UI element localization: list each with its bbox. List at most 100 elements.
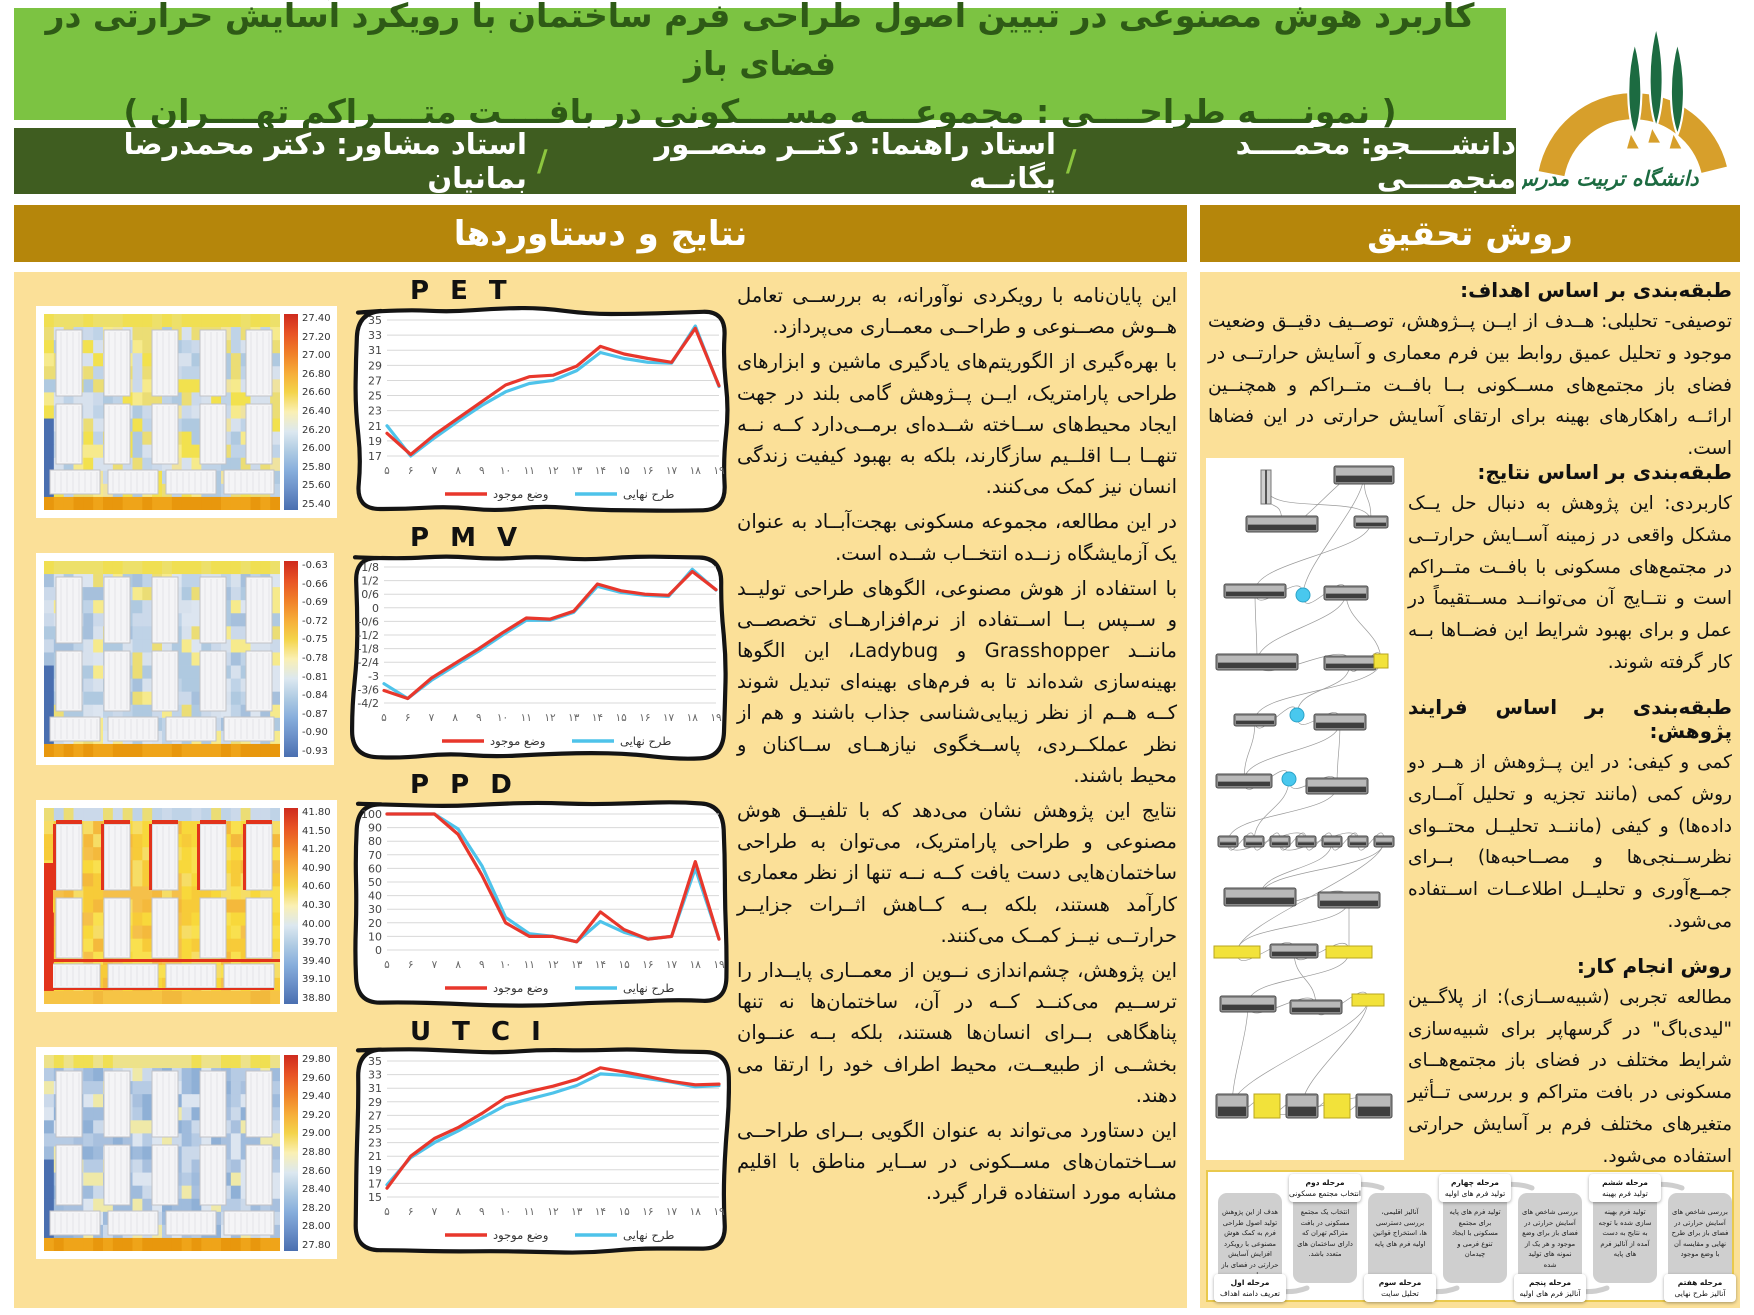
results-section-header: نتایج و دستاوردها [14, 205, 1187, 262]
svg-text:۶: ۶ [408, 959, 414, 971]
colorbar-tick: -0.87 [302, 708, 328, 720]
heatmap-utci [44, 1055, 280, 1251]
svg-text:80: 80 [368, 835, 382, 848]
colorbar-tick: 41.50 [302, 825, 331, 837]
svg-text:طرح نهایی: طرح نهایی [623, 487, 674, 502]
svg-text:وضع موجود: وضع موجود [490, 734, 545, 749]
svg-text:۷: ۷ [428, 712, 434, 724]
svg-text:۱۳: ۱۳ [571, 465, 583, 477]
svg-text:وضع موجود: وضع موجود [493, 1228, 548, 1243]
svg-text:23: 23 [368, 405, 382, 418]
svg-text:-0/6: -0/6 [357, 615, 379, 628]
svg-text:10: 10 [368, 930, 382, 943]
colorbar [284, 808, 298, 1004]
svg-text:0: 0 [375, 944, 382, 957]
svg-text:29: 29 [368, 359, 382, 372]
poster-title: کاربرد هوش مصنوعی در تبیین اصول طراحی فر… [14, 0, 1506, 131]
svg-text:وضع موجود: وضع موجود [493, 981, 548, 996]
colorbar-tick: 28.20 [302, 1202, 331, 1214]
svg-text:30: 30 [368, 903, 382, 916]
colorbar-tick: 39.10 [302, 974, 331, 986]
colorbar-tick: 39.40 [302, 955, 331, 967]
method-body: کمی و کیفی: در این پــژوهش از هــر دو رو… [1408, 751, 1732, 932]
colorbar-tick: 40.30 [302, 899, 331, 911]
colorbar-tick: 26.60 [302, 387, 331, 399]
svg-text:۵: ۵ [384, 465, 390, 477]
colorbar-tick: 38.80 [302, 992, 331, 1004]
linechart-box: 35 33 31 29 27 25 23 21 19 17 ۵ ۶ ۷ ۸ ۹ ۱۰ ۱۱ ۱۲ ۱۳ ۱۴ ۱۵ ۱۶ ۱… [353, 305, 731, 514]
heatmap-ppd [44, 808, 280, 1004]
title-line-1: کاربرد هوش مصنوعی در تبیین اصول طراحی فر… [45, 0, 1475, 84]
chart-row: -0.63 -0.66 -0.69 -0.72 -0.75 -0.78 -0.81 -0.84… [36, 553, 738, 765]
svg-text:۱۵: ۱۵ [618, 1206, 630, 1218]
chart-group-PET: P E T 27.40 27.20 27.00 26.80 26.60 26.40 26.20… [22, 276, 738, 518]
svg-text:۱۹: ۱۹ [713, 1206, 725, 1218]
colorbar-tick: 29.60 [302, 1072, 331, 1084]
colorbar-tick: -0.75 [302, 634, 328, 646]
colorbar-tick: 40.90 [302, 862, 331, 874]
flow-stage-label: مرحله دوم انتخاب مجتمع مسکونی [1289, 1174, 1361, 1202]
svg-text:۷: ۷ [431, 1206, 437, 1218]
svg-text:۱۸: ۱۸ [689, 1206, 701, 1218]
flow-stage-label: مرحله اول تعریف دامنه اهداف [1214, 1274, 1286, 1302]
svg-text:۱۷: ۱۷ [666, 465, 678, 477]
chart-row: 29.80 29.60 29.40 29.20 29.00 28.80 28.60 28.40… [36, 1047, 738, 1259]
line-chart-PMV: 1/81/20/60-0/6-1/2-1/8-2/4-3-3/6-4/2۵ ۶ ۷ ۸… [349, 554, 728, 761]
svg-text:۶: ۶ [408, 1206, 414, 1218]
colorbar-tick: 25.80 [302, 461, 331, 473]
heatmap-box: 27.40 27.20 27.00 26.80 26.60 26.40 26.20 26.00… [36, 306, 337, 518]
flow-stage-label: مرحله چهارم تولید فرم های اولیه [1439, 1174, 1511, 1202]
svg-text:۱۱: ۱۱ [523, 1206, 534, 1218]
colorbar-tick: 40.00 [302, 918, 331, 930]
linechart-box: 1/8 1/2 0/6 0 -0/6 -1/2 -1/8 -2/4 -3 -3/6 -4/2 ۵ ۶ ۷ ۸… [349, 553, 728, 761]
svg-text:۱۵: ۱۵ [615, 712, 627, 724]
svg-text:40: 40 [368, 890, 382, 903]
svg-text:50: 50 [368, 876, 382, 889]
svg-text:25: 25 [368, 1123, 382, 1136]
colorbar-tick: 27.20 [302, 331, 331, 343]
svg-text:27: 27 [368, 374, 382, 387]
method-heading: طبقه‌بندی بر اساس نتایج: [1477, 460, 1732, 484]
method-body: کاربردی: این پژوهش به دنبال حل یــک مشکل… [1408, 493, 1732, 674]
svg-text:35: 35 [368, 1055, 382, 1068]
workflow-flowchart: هدف از این پژوهش تولید اصول طراحی فرم به… [1206, 1170, 1736, 1302]
university-logo-caption: دانشگاه تربیت مدرس [1522, 166, 1699, 191]
svg-text:۱۳: ۱۳ [568, 712, 580, 724]
chart-title: P E T [410, 276, 513, 306]
svg-text:-3: -3 [368, 670, 379, 683]
svg-text:۱۶: ۱۶ [642, 1206, 653, 1218]
colorbar-tick: 39.70 [302, 937, 331, 949]
svg-text:۱۶: ۱۶ [639, 712, 650, 724]
svg-text:۱۰: ۱۰ [500, 959, 511, 971]
svg-text:۱۷: ۱۷ [666, 1206, 678, 1218]
colorbar-tick: -0.69 [302, 597, 328, 609]
colorbar-tick: 26.00 [302, 443, 331, 455]
chart-row: 41.80 41.50 41.20 40.90 40.60 40.30 40.00 39.70… [36, 800, 738, 1012]
results-paragraph: نتایج این پژوهش نشان می‌دهد که با تلفیــ… [737, 799, 1177, 947]
method-section-goals: طبقه‌بندی بر اساس اهداف: توصیفی- تحلیلی: … [1208, 278, 1732, 481]
results-paragraph: این پایان‌نامه با رویکردی نوآورانه، به ب… [737, 284, 1177, 339]
svg-text:۸: ۸ [452, 712, 458, 724]
svg-text:۸: ۸ [455, 959, 461, 971]
colorbar-tick: -0.63 [302, 560, 328, 571]
svg-text:۱۲: ۱۲ [547, 959, 559, 971]
linechart-box: 35 33 31 29 27 25 23 21 19 17 15 ۵ ۶ ۷ ۸ ۹ ۱۰ ۱۱ ۱۲ ۱۳ ۱۴ ۱۵ ۱… [353, 1047, 731, 1255]
colorbar-tick: 28.00 [302, 1221, 331, 1233]
method-text-column: طبقه‌بندی بر اساس نتایج: کاربردی: این پژو… [1408, 460, 1732, 1189]
chart-title: U T C I [410, 1017, 547, 1047]
svg-text:0: 0 [372, 602, 379, 615]
svg-text:19: 19 [368, 1164, 382, 1177]
svg-text:طرح نهایی: طرح نهایی [623, 1228, 674, 1243]
heatmap-pet [44, 314, 280, 510]
svg-text:۱۹: ۱۹ [713, 959, 725, 971]
flow-stage-body: بررسی شاخص های آسایش حرارتی در فضای باز … [1518, 1193, 1582, 1283]
colorbar-tick: 26.20 [302, 424, 331, 436]
university-logo: دانشگاه تربیت مدرس [1516, 6, 1742, 196]
svg-text:۱۶: ۱۶ [642, 959, 653, 971]
colorbar-tick: -0.78 [302, 652, 328, 664]
svg-text:۱۴: ۱۴ [594, 465, 605, 477]
byline-bar: دانشــــجو: محمــــد منجمــــی / استاد ر… [14, 127, 1516, 195]
svg-text:۱۰: ۱۰ [497, 712, 508, 724]
svg-text:35: 35 [368, 314, 382, 327]
